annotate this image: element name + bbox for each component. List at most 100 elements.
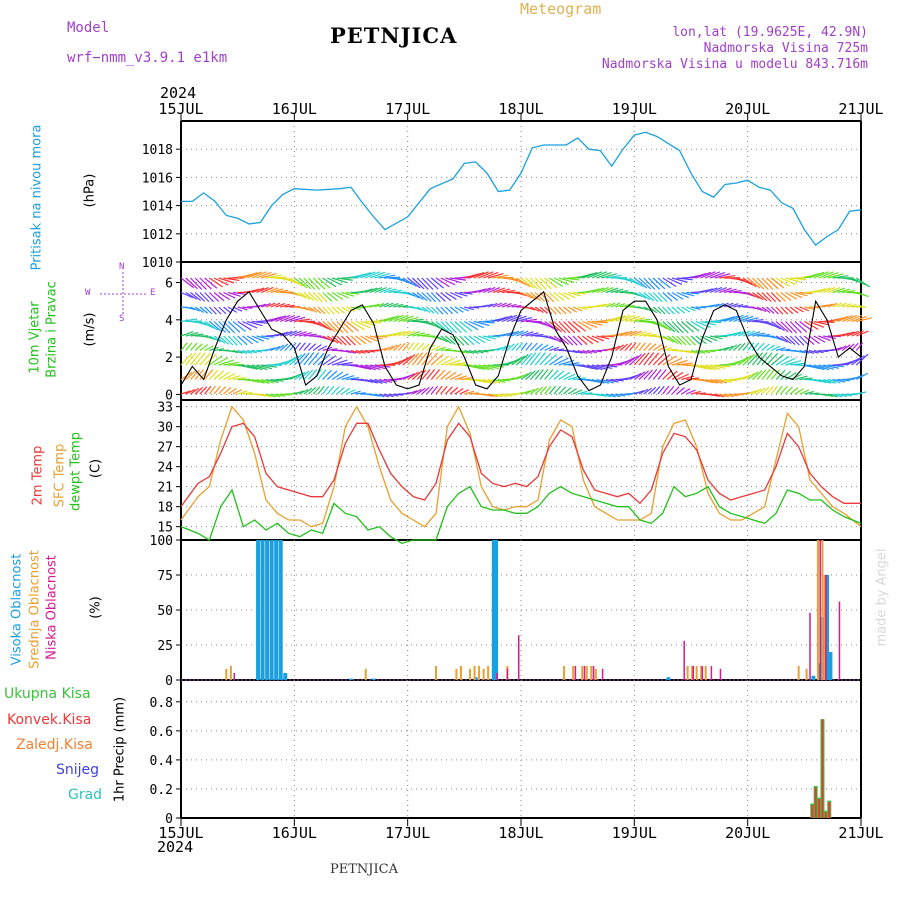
wind-arrow: [638, 291, 651, 301]
wind-arrow: [397, 330, 411, 337]
wind-arrow: [308, 343, 317, 351]
wind-arrow: [643, 277, 656, 290]
wind-arrow: [709, 364, 726, 369]
wind-arrow: [204, 277, 218, 289]
wind-arrow: [194, 343, 203, 351]
wind-arrow: [686, 306, 696, 312]
low-cloud-bar: [809, 612, 811, 680]
wind-arrow: [501, 303, 512, 308]
wind-arrow: [515, 277, 531, 288]
wind-arrow: [246, 335, 259, 344]
wind-arrow: [766, 368, 776, 380]
wind-arrow: [298, 388, 309, 395]
wind-arrow: [407, 371, 419, 380]
wind-arrow: [757, 334, 771, 337]
wind-arrow: [416, 352, 428, 366]
wind-arrow: [440, 348, 451, 352]
wind-arrow: [591, 378, 605, 384]
wind-arrow: [350, 335, 362, 346]
wind-arrow: [766, 292, 777, 303]
wind-arrow: [544, 353, 558, 366]
wind-arrow: [393, 357, 409, 366]
wind-arrow: [208, 369, 219, 380]
wind-arrow: [563, 335, 574, 346]
wind-arrow: [676, 373, 689, 381]
wind-arrow: [388, 344, 398, 352]
model-elevation-label: Nadmorska Visina u modelu 843.716m: [601, 57, 868, 72]
wind-arrow: [577, 335, 588, 346]
wind-arrow: [312, 344, 322, 351]
wind-arrow: [539, 352, 552, 366]
wind-arrow: [700, 364, 716, 371]
wind-arrow: [804, 306, 815, 310]
wind-arrow: [794, 306, 804, 313]
wind-arrow: [742, 317, 759, 323]
wind-arrow: [794, 375, 808, 381]
wind-arrow: [837, 315, 853, 323]
y-tick-label: 0.8: [150, 696, 173, 711]
wind-arrow: [398, 315, 414, 323]
wind-arrow: [624, 342, 633, 351]
wind-arrow: [497, 276, 514, 279]
wind-arrow: [483, 393, 494, 397]
wind-arrow: [341, 387, 351, 395]
wind-arrow: [232, 335, 243, 346]
wind-arrow: [501, 393, 513, 397]
wind-arrow: [322, 321, 336, 333]
conv-precip-bar: [821, 719, 824, 818]
wind-arrow: [591, 349, 602, 353]
wind-arrow: [478, 320, 495, 324]
wind-arrow: [265, 347, 276, 352]
wind-arrow: [402, 354, 416, 366]
wind-arrow: [355, 271, 371, 279]
wind-arrow: [237, 306, 248, 311]
wind-arrow: [445, 335, 456, 345]
wind-arrow: [435, 346, 446, 352]
wind-arrow: [331, 335, 343, 345]
wind-arrow: [350, 320, 365, 331]
wind-arrow: [615, 289, 629, 294]
wind-arrow: [737, 330, 751, 337]
wind-arrow: [279, 357, 295, 366]
wind-arrow: [841, 331, 855, 337]
wind-arrow: [345, 321, 360, 332]
wind-arrow: [435, 369, 446, 380]
wind-arrow: [208, 321, 223, 333]
wind-arrow: [218, 306, 227, 315]
wind-arrow: [185, 342, 193, 351]
wind-arrow: [823, 393, 834, 398]
wind-arrow: [209, 335, 222, 343]
wind-arrow: [194, 386, 204, 395]
wind-arrow: [383, 345, 394, 352]
wind-arrow: [851, 305, 862, 308]
wind-arrow: [634, 390, 644, 395]
wind-arrow: [770, 277, 785, 289]
wind-arrow: [293, 277, 308, 289]
wind-arrow: [771, 335, 784, 342]
wind-arrow: [459, 389, 469, 395]
wind-arrow: [308, 306, 318, 313]
wind-arrow: [610, 393, 621, 398]
wind-arrow: [605, 378, 619, 383]
wind-arrow: [501, 314, 518, 323]
wind-arrow: [303, 277, 316, 290]
wind-arrow: [298, 332, 312, 337]
wind-arrow: [388, 303, 399, 308]
mid-cloud-bar: [364, 668, 367, 680]
wind-arrow: [553, 277, 569, 286]
wind-arrow: [742, 372, 755, 381]
wind-arrow: [275, 314, 291, 323]
wind-arrow: [700, 271, 716, 279]
wind-arrow: [374, 393, 385, 398]
wind-arrow: [638, 332, 652, 337]
wind-arrow: [837, 345, 847, 352]
wind-arrow: [511, 277, 527, 286]
wind-arrow: [208, 355, 223, 366]
wind-arrow: [558, 371, 570, 381]
wind-arrow: [818, 271, 834, 279]
wind-arrow: [520, 390, 531, 395]
wind-arrow: [756, 369, 767, 380]
wind-arrow: [232, 291, 246, 295]
wind-arrow: [454, 375, 468, 381]
